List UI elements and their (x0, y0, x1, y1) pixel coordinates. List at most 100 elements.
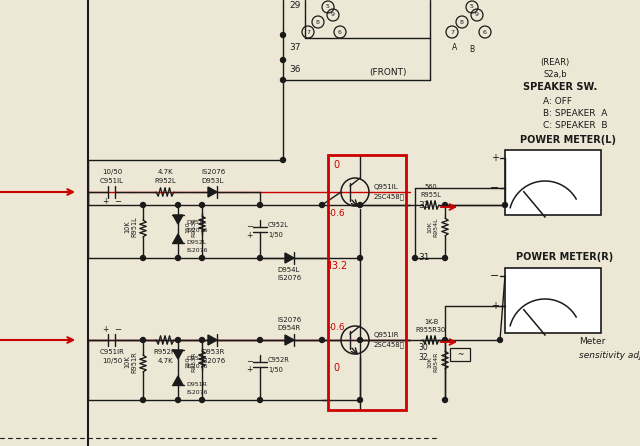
Text: B: B (469, 45, 475, 54)
Polygon shape (173, 350, 183, 359)
Circle shape (358, 338, 362, 343)
Circle shape (497, 338, 502, 343)
Text: D952L: D952L (186, 240, 206, 244)
Text: R955R30: R955R30 (416, 327, 446, 333)
Text: IS2076: IS2076 (201, 358, 225, 364)
Text: IS2076: IS2076 (186, 363, 207, 368)
Text: R951R: R951R (131, 351, 137, 373)
Circle shape (413, 256, 417, 260)
Text: SPEAKER SW.: SPEAKER SW. (523, 82, 597, 92)
Circle shape (502, 202, 508, 207)
Text: −: − (490, 271, 500, 281)
Polygon shape (173, 215, 183, 224)
Text: −: − (115, 198, 122, 206)
Polygon shape (173, 376, 183, 385)
Circle shape (175, 256, 180, 260)
Text: +: + (491, 301, 499, 311)
Text: IS2076: IS2076 (186, 228, 207, 234)
Polygon shape (173, 234, 183, 243)
Text: D954L: D954L (278, 267, 300, 273)
Text: 33: 33 (418, 201, 429, 210)
Polygon shape (285, 253, 294, 263)
Text: −: − (246, 223, 253, 231)
Text: D953L: D953L (202, 178, 224, 184)
Circle shape (200, 256, 205, 260)
Circle shape (319, 338, 324, 343)
Text: R953L: R953L (191, 217, 196, 237)
Text: 7: 7 (306, 29, 310, 34)
Polygon shape (208, 335, 217, 345)
Text: 10K: 10K (124, 221, 130, 233)
Circle shape (141, 338, 145, 343)
Text: (REAR): (REAR) (540, 58, 570, 67)
Text: 5: 5 (470, 4, 474, 9)
Circle shape (257, 202, 262, 207)
Circle shape (442, 256, 447, 260)
Text: R955L: R955L (420, 192, 442, 198)
Text: 32: 32 (418, 352, 428, 362)
Text: R954R: R954R (433, 352, 438, 372)
Circle shape (280, 78, 285, 83)
Text: 0: 0 (333, 363, 339, 373)
Text: 0: 0 (333, 160, 339, 170)
Circle shape (257, 256, 262, 260)
Text: R951L: R951L (131, 217, 137, 237)
Text: 10K: 10K (124, 356, 130, 368)
Text: D954R: D954R (277, 325, 301, 331)
Text: 150: 150 (185, 356, 190, 368)
Text: 30: 30 (418, 343, 428, 352)
Text: +: + (102, 198, 108, 206)
Text: +: + (246, 366, 253, 375)
Circle shape (257, 397, 262, 402)
Text: 37: 37 (289, 42, 301, 51)
Text: C952L: C952L (268, 222, 289, 228)
Text: C: SPEAKER  B: C: SPEAKER B (543, 120, 607, 129)
Text: C951IL: C951IL (100, 178, 124, 184)
Text: 31: 31 (418, 253, 429, 263)
Text: -0.6: -0.6 (327, 323, 345, 333)
Text: R952L: R952L (154, 178, 176, 184)
Text: Meter: Meter (579, 338, 605, 347)
Text: 29: 29 (289, 1, 300, 11)
Text: Q951IL: Q951IL (374, 184, 399, 190)
Text: 9: 9 (331, 12, 335, 17)
Text: B: SPEAKER  A: B: SPEAKER A (543, 108, 607, 117)
Text: 7: 7 (450, 29, 454, 34)
Circle shape (442, 202, 447, 207)
Circle shape (358, 397, 362, 402)
Text: 150: 150 (185, 221, 190, 233)
Text: 10K: 10K (427, 356, 432, 368)
Circle shape (280, 33, 285, 37)
Text: 36: 36 (289, 66, 301, 74)
Text: ~: ~ (457, 351, 463, 359)
Text: +: + (491, 153, 499, 163)
Text: D951R: D951R (186, 381, 207, 387)
Circle shape (442, 338, 447, 343)
Text: sensitivity adj.: sensitivity adj. (579, 351, 640, 359)
Circle shape (141, 256, 145, 260)
Circle shape (175, 338, 180, 343)
Circle shape (200, 338, 205, 343)
Text: D951L: D951L (186, 220, 206, 226)
Text: R954L: R954L (433, 217, 438, 237)
Text: +: + (246, 231, 253, 240)
Text: S2a,b: S2a,b (543, 70, 567, 78)
Text: IS2076: IS2076 (277, 317, 301, 323)
Circle shape (175, 202, 180, 207)
Text: C952R: C952R (268, 357, 290, 363)
Text: 2SC458Ⓒ: 2SC458Ⓒ (374, 194, 405, 200)
Text: −: − (115, 326, 122, 334)
Text: C951IR: C951IR (100, 349, 124, 355)
Text: 560: 560 (424, 184, 437, 190)
Text: 4.7K: 4.7K (157, 358, 173, 364)
Text: −: − (246, 358, 253, 367)
Text: 8: 8 (460, 20, 464, 25)
Bar (450, 348, 470, 361)
Text: 10K: 10K (427, 221, 432, 233)
Text: IS2076: IS2076 (186, 248, 207, 252)
Text: (FRONT): (FRONT) (369, 69, 407, 78)
Text: −: − (490, 183, 500, 193)
Text: A: OFF: A: OFF (543, 96, 572, 106)
Text: 10/50: 10/50 (102, 169, 122, 175)
Circle shape (358, 202, 362, 207)
